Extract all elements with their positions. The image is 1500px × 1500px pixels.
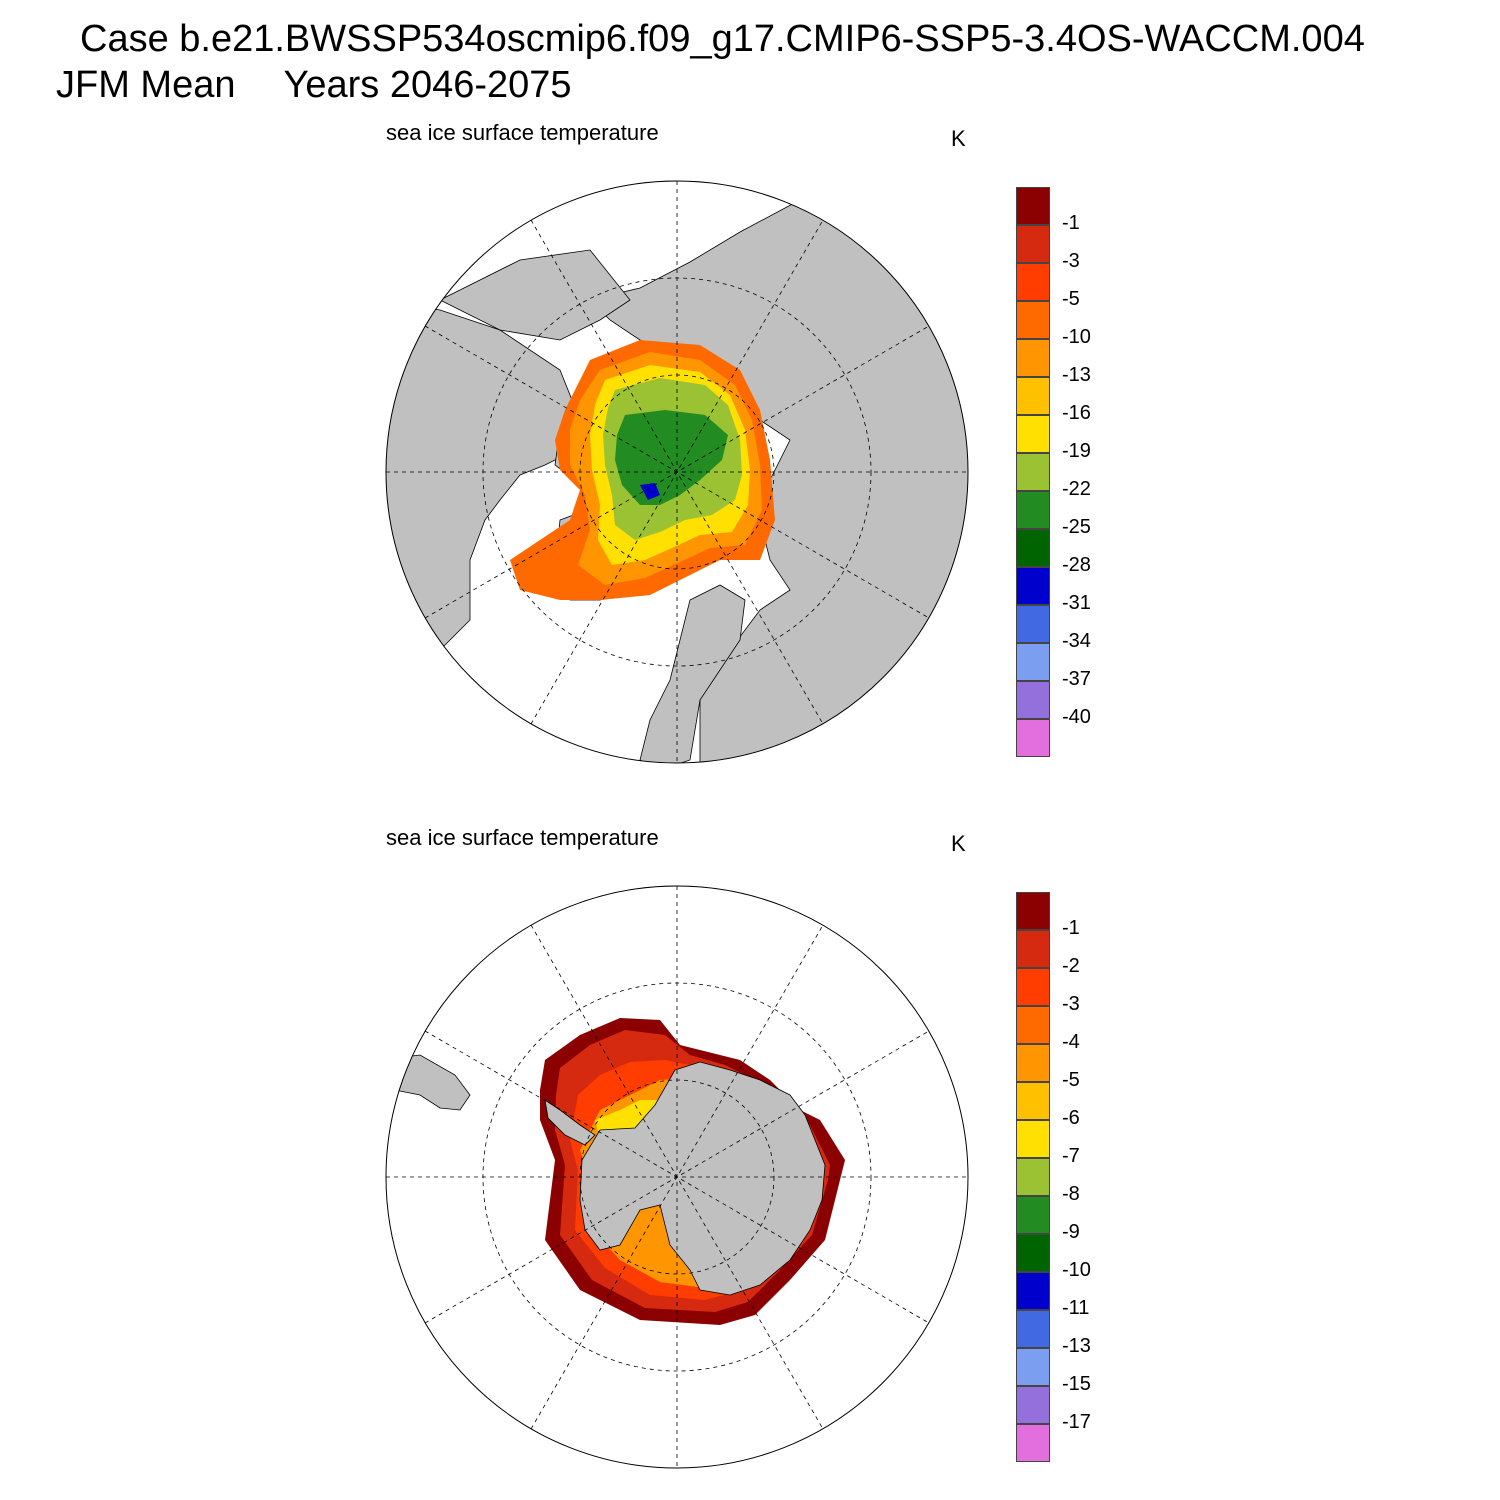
south-colorbar-swatch <box>1016 892 1050 930</box>
season-title: JFM Mean Years 2046-2075 <box>56 64 572 107</box>
south-colorbar-swatch <box>1016 1310 1050 1348</box>
north-graticule <box>386 181 968 763</box>
north-panel-title: sea ice surface temperature <box>386 120 659 145</box>
south-polar-map <box>385 885 969 1469</box>
south-colorbar-label: -13 <box>1062 1335 1091 1357</box>
north-land-alaska <box>439 249 631 341</box>
south-colorbar-swatch <box>1016 1196 1050 1234</box>
years-label: Years 2046-2075 <box>283 64 572 106</box>
north-colorbar-swatch <box>1016 301 1050 339</box>
north-colorbar-swatch <box>1016 263 1050 301</box>
north-colorbar-label: -25 <box>1062 516 1091 538</box>
north-colorbar-label: -28 <box>1062 554 1091 576</box>
north-colorbar-swatch <box>1016 643 1050 681</box>
south-colorbar-label: -3 <box>1062 993 1080 1015</box>
south-colorbar-label: -2 <box>1062 955 1080 977</box>
north-land-europe <box>639 584 746 763</box>
south-land-peninsula <box>544 1099 596 1146</box>
south-colorbar-label: -8 <box>1062 1183 1080 1205</box>
south-colorbar-swatch <box>1016 1234 1050 1272</box>
south-colorbar-swatch <box>1016 1348 1050 1386</box>
south-colorbar-label: -9 <box>1062 1221 1080 1243</box>
south-graticule <box>386 886 968 1468</box>
season-label: JFM Mean <box>56 64 236 106</box>
south-colorbar-label: -4 <box>1062 1031 1080 1053</box>
north-colorbar-label: -31 <box>1062 592 1091 614</box>
north-colorbar-label: -5 <box>1062 288 1080 310</box>
north-colorbar-swatch <box>1016 339 1050 377</box>
south-colorbar-label: -15 <box>1062 1373 1091 1395</box>
south-colorbar-label: -7 <box>1062 1145 1080 1167</box>
south-colorbar-swatch <box>1016 1120 1050 1158</box>
south-colorbar-swatch <box>1016 1044 1050 1082</box>
north-colorbar-swatch <box>1016 415 1050 453</box>
south-colorbar-label: -17 <box>1062 1411 1091 1433</box>
north-colorbar-swatch <box>1016 529 1050 567</box>
south-colorbar-swatch <box>1016 1272 1050 1310</box>
north-colorbar-swatch <box>1016 605 1050 643</box>
north-colorbar-label: -37 <box>1062 668 1091 690</box>
north-colorbar-swatch <box>1016 187 1050 225</box>
south-colorbar-swatch <box>1016 1082 1050 1120</box>
north-colorbar-swatch <box>1016 225 1050 263</box>
north-colorbar-label: -13 <box>1062 364 1091 386</box>
north-colorbar-swatch <box>1016 491 1050 529</box>
north-colorbar-label: -1 <box>1062 212 1080 234</box>
south-units-label: K <box>951 831 966 856</box>
north-colorbar-label: -3 <box>1062 250 1080 272</box>
north-colorbar-swatch <box>1016 567 1050 605</box>
south-panel-title: sea ice surface temperature <box>386 825 659 850</box>
north-polar-map <box>385 180 969 764</box>
north-colorbar-label: -10 <box>1062 326 1091 348</box>
south-colorbar-swatch <box>1016 1006 1050 1044</box>
south-colorbar-swatch <box>1016 968 1050 1006</box>
south-colorbar-swatch <box>1016 1158 1050 1196</box>
south-colorbar-label: -11 <box>1062 1297 1090 1319</box>
south-colorbar-label: -1 <box>1062 917 1080 939</box>
north-units-label: K <box>951 126 966 151</box>
north-colorbar-label: -40 <box>1062 706 1091 728</box>
north-ice-green <box>615 410 728 505</box>
north-colorbar-swatch <box>1016 377 1050 415</box>
north-colorbar-label: -19 <box>1062 440 1091 462</box>
south-colorbar-label: -10 <box>1062 1259 1091 1281</box>
north-colorbar-label: -16 <box>1062 402 1091 424</box>
north-ice-cold-core <box>640 483 660 500</box>
north-colorbar-swatch <box>1016 719 1050 757</box>
south-colorbar-label: -5 <box>1062 1069 1080 1091</box>
north-colorbar-swatch <box>1016 453 1050 491</box>
case-title: Case b.e21.BWSSP534oscmip6.f09_g17.CMIP6… <box>80 18 1365 60</box>
north-colorbar-label: -34 <box>1062 630 1091 652</box>
south-colorbar-swatch <box>1016 1424 1050 1462</box>
south-colorbar-swatch <box>1016 1386 1050 1424</box>
south-land-antarctica <box>579 1061 826 1296</box>
north-colorbar-swatch <box>1016 681 1050 719</box>
south-colorbar-swatch <box>1016 930 1050 968</box>
north-colorbar-label: -22 <box>1062 478 1091 500</box>
south-colorbar-label: -6 <box>1062 1107 1080 1129</box>
